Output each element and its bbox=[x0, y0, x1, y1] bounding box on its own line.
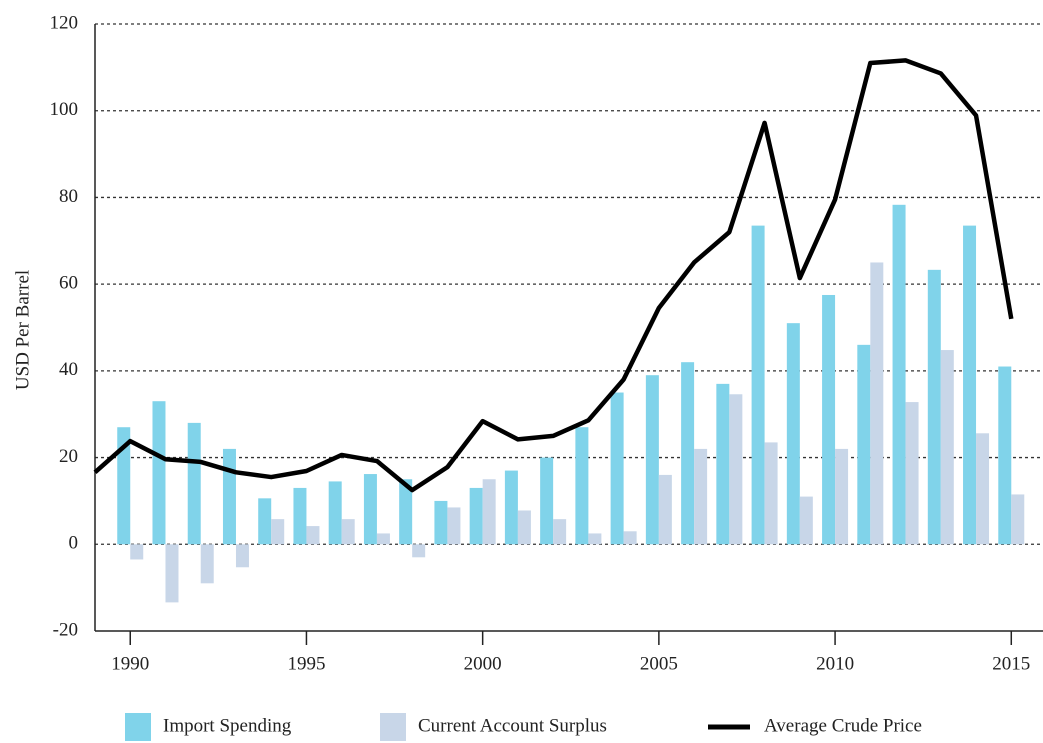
bar bbox=[729, 394, 743, 545]
x-tick-label: 1990 bbox=[111, 653, 149, 674]
bar bbox=[963, 225, 977, 545]
bar bbox=[694, 448, 708, 545]
bar bbox=[623, 531, 637, 545]
line bbox=[93, 58, 1014, 493]
legend-swatch bbox=[380, 713, 406, 741]
bar bbox=[165, 544, 179, 603]
bar bbox=[681, 362, 695, 545]
bar bbox=[341, 519, 355, 545]
legend-swatch bbox=[125, 713, 151, 741]
x-tick-label: 2005 bbox=[640, 653, 678, 674]
bar bbox=[716, 383, 730, 545]
bar bbox=[482, 479, 496, 545]
y-tick-label: -20 bbox=[53, 619, 78, 640]
bar bbox=[152, 401, 166, 545]
bar bbox=[940, 350, 954, 545]
bar bbox=[645, 375, 659, 545]
legend-label: Import Spending bbox=[163, 715, 292, 736]
bar bbox=[976, 433, 990, 545]
bar bbox=[575, 427, 589, 545]
y-tick-label: 40 bbox=[59, 359, 78, 380]
bar bbox=[588, 533, 602, 545]
bar bbox=[517, 510, 531, 545]
x-tick-label: 2000 bbox=[464, 653, 502, 674]
bar bbox=[306, 526, 320, 545]
bar bbox=[892, 204, 906, 545]
y-tick-label: 100 bbox=[50, 99, 79, 120]
bar bbox=[412, 544, 426, 558]
x-tick-label: 2010 bbox=[816, 653, 854, 674]
bar bbox=[130, 544, 144, 560]
bar bbox=[1011, 494, 1025, 545]
bar bbox=[235, 544, 249, 568]
bar bbox=[328, 481, 342, 545]
bar bbox=[363, 474, 377, 545]
bar bbox=[857, 344, 871, 545]
bar bbox=[376, 533, 390, 545]
bar bbox=[764, 442, 778, 545]
bar bbox=[610, 392, 624, 545]
bar bbox=[434, 500, 448, 545]
bar bbox=[786, 323, 800, 545]
y-tick-label: 80 bbox=[59, 186, 78, 207]
bar bbox=[927, 269, 941, 545]
bar bbox=[399, 479, 413, 545]
bar bbox=[658, 474, 672, 545]
bar bbox=[553, 519, 567, 545]
bar bbox=[200, 544, 214, 584]
y-tick-label: 120 bbox=[50, 12, 79, 33]
bar bbox=[905, 402, 919, 545]
bar bbox=[271, 519, 285, 545]
x-tick-label: 2015 bbox=[992, 653, 1030, 674]
x-tick-label: 1995 bbox=[287, 653, 325, 674]
y-axis-label: USD Per Barrel bbox=[12, 270, 33, 390]
bar bbox=[447, 507, 461, 545]
bar bbox=[187, 422, 201, 545]
bar bbox=[799, 496, 813, 545]
bar bbox=[835, 448, 849, 545]
bar bbox=[293, 487, 307, 545]
bar bbox=[998, 366, 1012, 545]
legend-label: Average Crude Price bbox=[764, 715, 922, 736]
bar bbox=[504, 470, 518, 545]
y-tick-label: 60 bbox=[59, 273, 78, 294]
y-tick-label: 20 bbox=[59, 446, 78, 467]
y-tick-label: 0 bbox=[69, 533, 79, 554]
bar bbox=[117, 427, 131, 545]
bar bbox=[222, 448, 236, 545]
bar bbox=[870, 262, 884, 545]
bar bbox=[258, 498, 272, 545]
bar bbox=[751, 225, 765, 545]
bar bbox=[822, 294, 836, 545]
bar bbox=[540, 457, 554, 545]
bar bbox=[469, 487, 483, 545]
legend-label: Current Account Surplus bbox=[418, 715, 607, 736]
